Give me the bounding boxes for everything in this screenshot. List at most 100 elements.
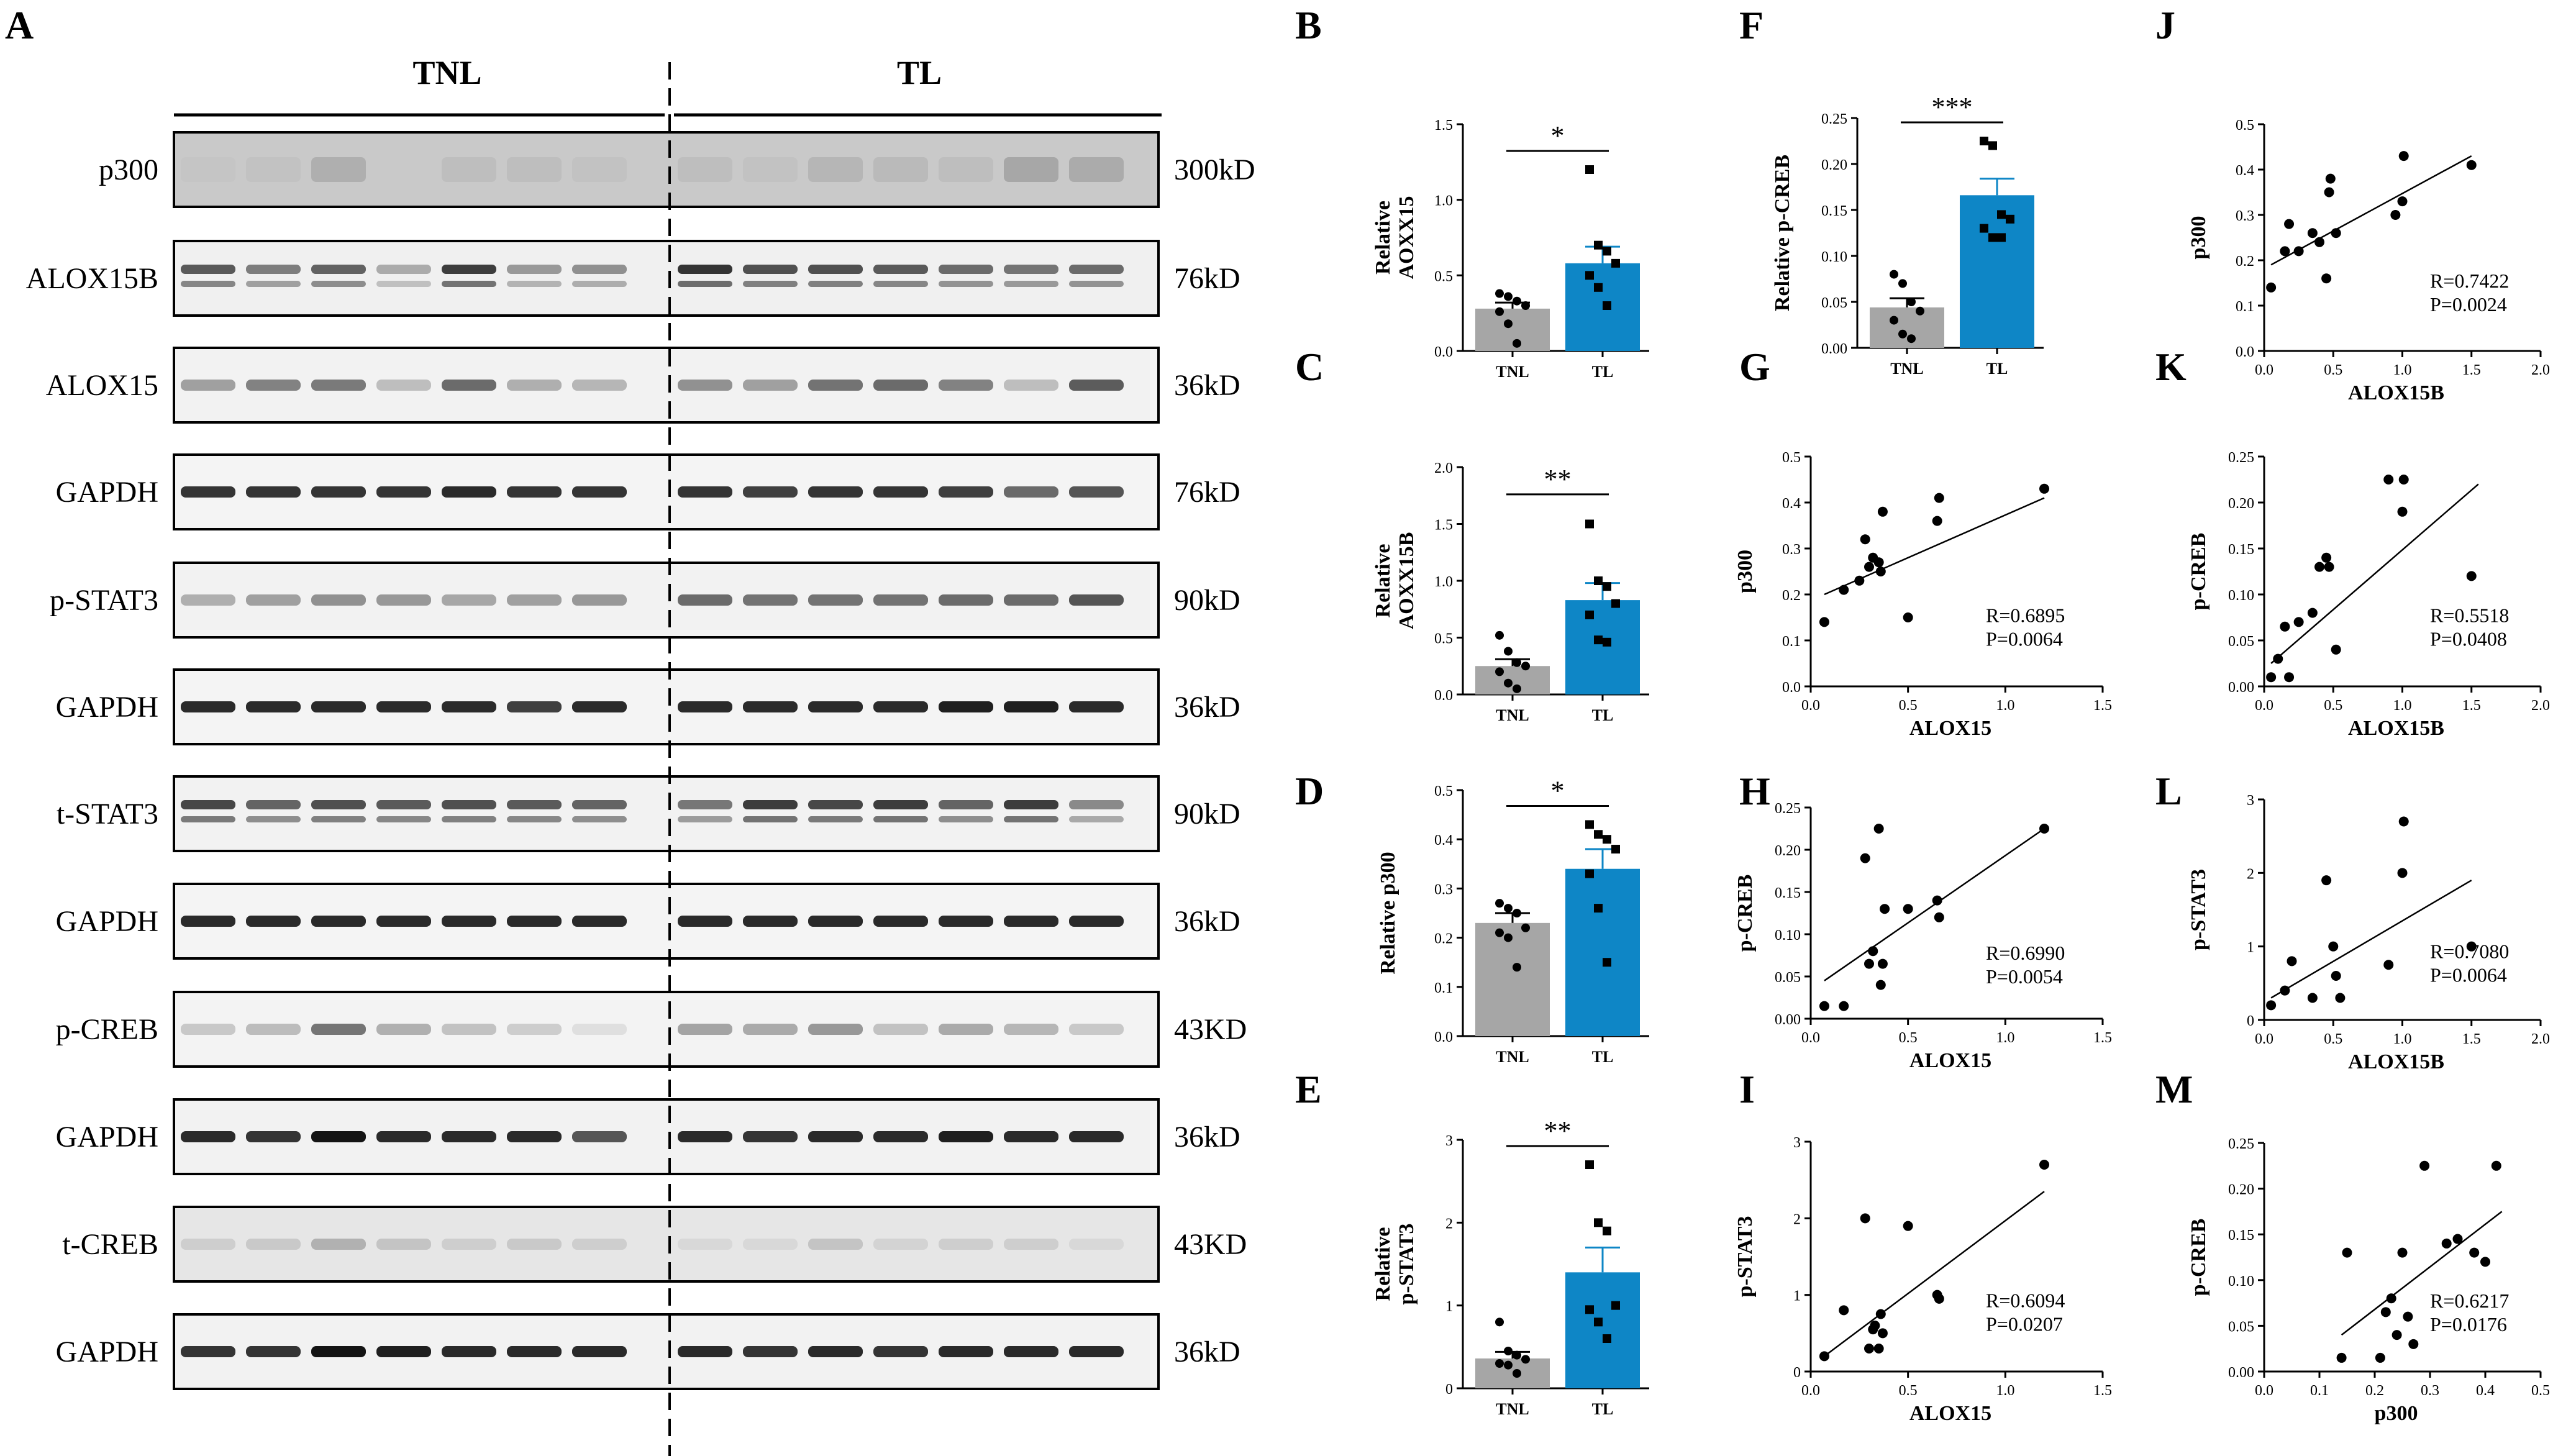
- blot-image: [173, 240, 1160, 317]
- y-tick-label: 0.0: [1434, 688, 1453, 704]
- blot-band: [873, 265, 928, 274]
- blot-band: [873, 1346, 928, 1357]
- correlation-p: P=0.0064: [2430, 964, 2507, 986]
- scatter-point: [1877, 506, 1888, 517]
- y-tick-label: 0.05: [1775, 970, 1801, 986]
- scatter-point: [1932, 895, 1942, 906]
- correlation-p: P=0.0176: [2430, 1313, 2507, 1335]
- blot-band: [246, 281, 301, 287]
- y-tick-label: 3: [2247, 793, 2254, 809]
- data-point: [1521, 923, 1530, 932]
- scatter-point: [1932, 516, 1942, 526]
- blot-band: [442, 157, 496, 182]
- y-tick-label: 0.10: [1775, 927, 1801, 944]
- y-tick-label: 0.10: [1821, 249, 1847, 265]
- blot-band: [181, 594, 235, 606]
- blot-band: [873, 281, 928, 287]
- blot-band: [1069, 701, 1124, 712]
- blot-band: [181, 281, 235, 287]
- blot-band: [678, 1346, 732, 1357]
- x-tick-label: TL: [1592, 1400, 1614, 1418]
- blot-band: [1069, 816, 1124, 822]
- scatter-point: [1934, 912, 1944, 922]
- blot-band: [572, 1131, 627, 1142]
- blot-band: [678, 380, 732, 391]
- panel-letter-M: M: [2155, 1067, 2193, 1111]
- x-tick-label: TL: [1592, 706, 1614, 724]
- blot-band: [808, 800, 863, 809]
- scatter-point: [2266, 282, 2277, 293]
- blot-band: [181, 380, 235, 391]
- blot-band: [743, 281, 798, 287]
- blot-band: [939, 701, 993, 712]
- blot-row-3: ALOX15 36kD: [46, 347, 1240, 424]
- regression-line: [2270, 483, 2479, 664]
- y-tick-label: 0.20: [1821, 157, 1847, 173]
- blot-band: [376, 1239, 431, 1250]
- scatter-point: [2375, 1352, 2385, 1363]
- blot-label: ALOX15B: [26, 262, 158, 295]
- blot-band: [939, 265, 993, 274]
- y-tick-label: 0.15: [2228, 542, 2254, 558]
- y-tick-label: 0.4: [1782, 496, 1801, 512]
- blot-band: [743, 486, 798, 498]
- correlation-p: P=0.0207: [1986, 1313, 2063, 1335]
- data-point: [1988, 141, 1997, 150]
- scatter-point: [1860, 853, 1870, 863]
- scatter-point: [1873, 824, 1884, 834]
- kd-label: 36kD: [1174, 905, 1240, 938]
- scatter-point: [1864, 958, 1874, 969]
- significance-label: **: [1544, 464, 1572, 494]
- y-axis-label: Relative p300: [1377, 852, 1399, 974]
- scatter-point: [2380, 1307, 2391, 1317]
- y-tick-label: 0.2: [2236, 253, 2254, 270]
- y-tick-label: 0.20: [1775, 843, 1801, 859]
- blot-band: [507, 486, 562, 498]
- scatter-point: [2307, 607, 2318, 618]
- blot-band: [246, 380, 301, 391]
- blot-band: [572, 701, 627, 712]
- data-point: [1594, 576, 1603, 585]
- blot-row-1: p300 300kD: [99, 131, 1255, 208]
- blot-band: [1004, 157, 1058, 182]
- blot-band: [507, 1239, 562, 1250]
- blot-band: [507, 380, 562, 391]
- blot-band: [873, 157, 928, 182]
- kd-label: 43KD: [1174, 1228, 1247, 1261]
- scatter-point: [2039, 1160, 2049, 1170]
- data-point: [1504, 292, 1513, 301]
- blot-band: [181, 1024, 235, 1035]
- x-tick-label: 1.0: [2393, 1031, 2412, 1047]
- blot-band: [376, 157, 431, 182]
- kd-label: 76kD: [1174, 262, 1240, 295]
- blot-label: GAPDH: [56, 691, 158, 724]
- blot-band: [1069, 800, 1124, 809]
- correlation-p: P=0.0054: [1986, 965, 2063, 988]
- y-tick-label: 0.5: [1434, 783, 1453, 799]
- blot-band: [678, 800, 732, 809]
- scatter-point: [2321, 552, 2332, 563]
- blot-band: [246, 594, 301, 606]
- scatter-point: [2321, 875, 2332, 886]
- blot-row-7: t-STAT3 90kD: [57, 775, 1240, 852]
- bar-tnl: [1475, 666, 1550, 694]
- scatter-point: [2266, 672, 2277, 683]
- scatter-point: [2398, 151, 2409, 162]
- x-axis-label: ALOX15B: [2348, 1050, 2444, 1073]
- blot-band: [873, 486, 928, 498]
- blot-band: [939, 1131, 993, 1142]
- y-tick-label: 0.20: [2228, 496, 2254, 512]
- x-tick-label: 0.5: [2324, 698, 2342, 714]
- scatter-point: [2398, 475, 2409, 485]
- data-point: [1504, 647, 1513, 656]
- y-tick-label: 2.0: [1434, 460, 1453, 476]
- data-point: [1603, 1226, 1611, 1235]
- x-tick-label: 1.0: [1996, 698, 2014, 714]
- y-tick-label: 0.00: [1775, 1012, 1801, 1028]
- blot-band: [1069, 281, 1124, 287]
- panel-letter-G: G: [1739, 345, 1770, 389]
- x-tick-label: 0.3: [2421, 1383, 2439, 1399]
- scatter-point: [2397, 506, 2408, 517]
- x-tick-label: 0.1: [2310, 1383, 2329, 1399]
